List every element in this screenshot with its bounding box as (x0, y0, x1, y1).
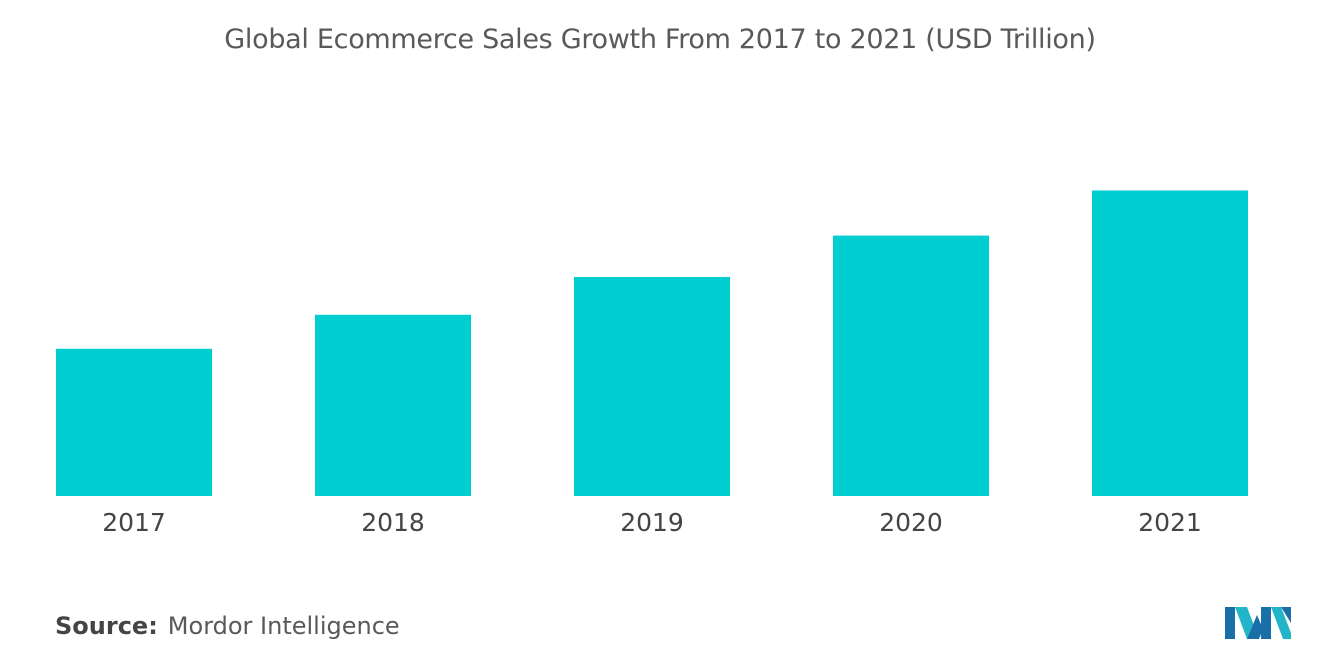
bars-group (56, 190, 1248, 497)
source-line: Source: Mordor Intelligence (55, 612, 400, 640)
mordor-intelligence-logo-icon (1225, 607, 1291, 639)
bar-2020 (833, 235, 989, 496)
x-tick-label-2021: 2021 (1138, 508, 1202, 537)
bar-2017 (56, 348, 212, 496)
x-tick-labels-group: 2017 2018 2019 2020 2021 (102, 508, 1202, 537)
chart-title: Global Ecommerce Sales Growth From 2017 … (224, 24, 1096, 55)
bar-2021 (1092, 190, 1248, 497)
x-tick-label-2018: 2018 (361, 508, 425, 537)
x-tick-label-2017: 2017 (102, 508, 166, 537)
source-text: Mordor Intelligence (167, 612, 400, 640)
x-tick-label-2019: 2019 (620, 508, 684, 537)
x-tick-label-2020: 2020 (879, 508, 943, 537)
bar-2018 (315, 314, 471, 496)
bar-2019 (574, 277, 730, 496)
source-label: Source: (55, 612, 158, 640)
